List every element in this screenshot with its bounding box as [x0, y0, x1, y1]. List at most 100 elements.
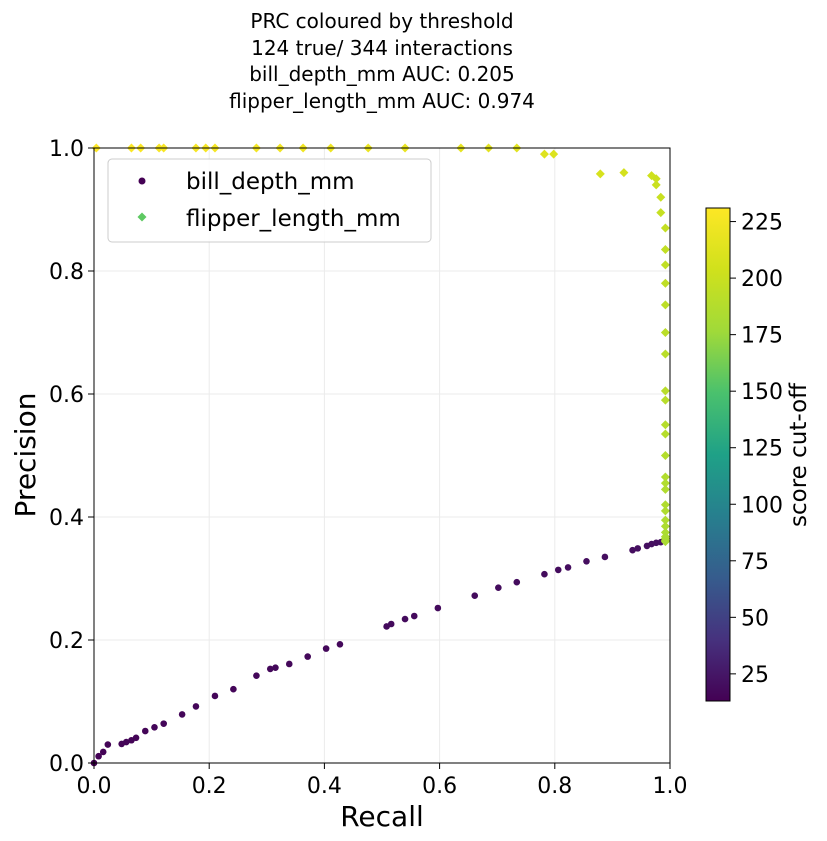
flipper-length-point: [660, 328, 670, 337]
y-axis-label: Precision: [9, 393, 42, 518]
flipper-length-point: [660, 420, 670, 430]
plot-area-frame: [93, 147, 671, 764]
bill-depth-point: [434, 604, 442, 612]
flipper-length-point: [660, 223, 670, 233]
bill-depth-point: [272, 664, 279, 671]
colorbar-tick-label: 75: [741, 550, 769, 575]
colorbar-tick-label: 25: [741, 663, 769, 688]
x-tick-label: 0.4: [307, 774, 342, 799]
bill-depth-point: [192, 703, 200, 710]
bill-depth-point: [583, 557, 590, 565]
bill-depth-point: [554, 566, 562, 574]
flipper-length-point: [660, 349, 670, 359]
legend-marker-bill-depth: [138, 177, 146, 185]
bill-depth-point: [253, 672, 260, 679]
x-tick-label: 0.0: [77, 774, 112, 799]
y-tick-label: 0.6: [49, 383, 84, 408]
x-tick-label: 0.8: [537, 774, 572, 799]
flipper-length-point: [619, 168, 629, 178]
flipper-length-point: [656, 208, 666, 218]
bill-depth-point: [336, 641, 344, 648]
bill-depth-point: [99, 748, 107, 756]
bill-depth-point: [304, 653, 311, 660]
bill-depth-point: [601, 553, 609, 561]
flipper-length-point: [656, 192, 666, 202]
colorbar-gradient: [705, 207, 731, 702]
title-line-2: 124 true/ 344 interactions: [251, 36, 513, 60]
flipper-length-point: [539, 149, 549, 159]
bill-depth-point: [151, 724, 158, 731]
bill-depth-point: [322, 645, 330, 652]
colorbar-tick-label: 50: [741, 606, 769, 631]
colorbar-tick-label: 100: [741, 493, 783, 518]
colorbar-tick-label: 150: [741, 380, 783, 405]
x-axis-label: Recall: [340, 800, 424, 833]
bill-depth-point: [95, 752, 102, 760]
bill-depth-point: [178, 711, 186, 718]
colorbar-tick-label: 225: [741, 211, 783, 236]
bill-depth-point: [471, 592, 479, 600]
bill-depth-point: [132, 734, 140, 742]
bill-depth-point: [122, 738, 130, 746]
y-tick-label: 1.0: [49, 137, 84, 162]
flipper-length-point: [660, 260, 670, 270]
colorbar-ticks: 25 50 75 100 125 150 175 200 225: [730, 211, 783, 688]
flipper-length-point: [660, 521, 670, 531]
bill-depth-point: [513, 578, 521, 586]
y-tick-label: 0.0: [49, 752, 84, 777]
flipper-length-point: [660, 500, 670, 510]
flipper-length-point: [660, 386, 670, 396]
x-tick-label: 0.2: [192, 774, 227, 799]
title-line-4: flipper_length_mm AUC: 0.974: [229, 89, 535, 113]
legend-box: [107, 158, 432, 243]
legend-marker-flipper-length: [137, 212, 147, 222]
bill-depth-point: [410, 612, 418, 620]
colorbar-tick-label: 200: [741, 267, 783, 292]
bill-depth-point: [104, 741, 112, 748]
bill-depth-point: [541, 570, 548, 578]
flipper-length-point: [595, 169, 605, 179]
colorbar: 25 50 75 100 125 150 175 200 225 score cut-off: [705, 207, 812, 702]
legend-label-flipper-length: flipper_length_mm: [186, 206, 401, 232]
colorbar-tick-label: 175: [741, 324, 783, 349]
flipper-length-point: [549, 149, 559, 159]
x-tick-label: 1.0: [653, 774, 688, 799]
flipper-length-point: [660, 300, 670, 310]
flipper-length-point: [651, 180, 661, 190]
bill-depth-point: [160, 720, 167, 727]
flipper-length-point: [660, 278, 670, 288]
bill-depth-point: [230, 685, 237, 693]
title-line-1: PRC coloured by threshold: [250, 9, 513, 33]
flipper-length-point: [660, 395, 670, 405]
title-line-3: bill_depth_mm AUC: 0.205: [249, 62, 515, 86]
flipper-length-point: [660, 537, 670, 547]
flipper-length-point: [660, 484, 670, 494]
bill-depth-point: [629, 546, 636, 554]
bill-depth-point: [387, 620, 395, 628]
data-points: [90, 143, 670, 767]
flipper-length-point: [660, 515, 670, 525]
chart-title: PRC coloured by threshold 124 true/ 344 …: [229, 9, 535, 113]
legend: bill_depth_mm flipper_length_mm: [107, 158, 432, 243]
bill-depth-point: [401, 615, 409, 623]
flipper-length-point: [660, 472, 670, 482]
flipper-length-point: [651, 174, 661, 184]
bill-depth-point: [634, 545, 642, 552]
y-tick-label: 0.8: [49, 260, 84, 285]
x-tick-label: 0.6: [422, 774, 457, 799]
legend-label-bill-depth: bill_depth_mm: [186, 169, 355, 195]
flipper-length-point: [660, 429, 670, 439]
y-tick-label: 0.2: [49, 629, 84, 654]
y-tick-label: 0.4: [49, 506, 84, 531]
bill-depth-point: [495, 584, 502, 592]
bill-depth-point: [564, 564, 572, 571]
colorbar-tick-label: 125: [741, 437, 783, 462]
bill-depth-point: [266, 665, 274, 673]
colorbar-label: score cut-off: [786, 382, 812, 527]
flipper-length-point: [660, 506, 670, 516]
flipper-length-point: [660, 478, 670, 488]
axis-ticks: 0.0 0.2 0.4 0.6 0.8 1.0 0.0 0.2 0.4 0.6 0.8 1.0: [49, 137, 688, 799]
flipper-length-point: [660, 451, 670, 460]
bill-depth-point: [141, 727, 149, 735]
